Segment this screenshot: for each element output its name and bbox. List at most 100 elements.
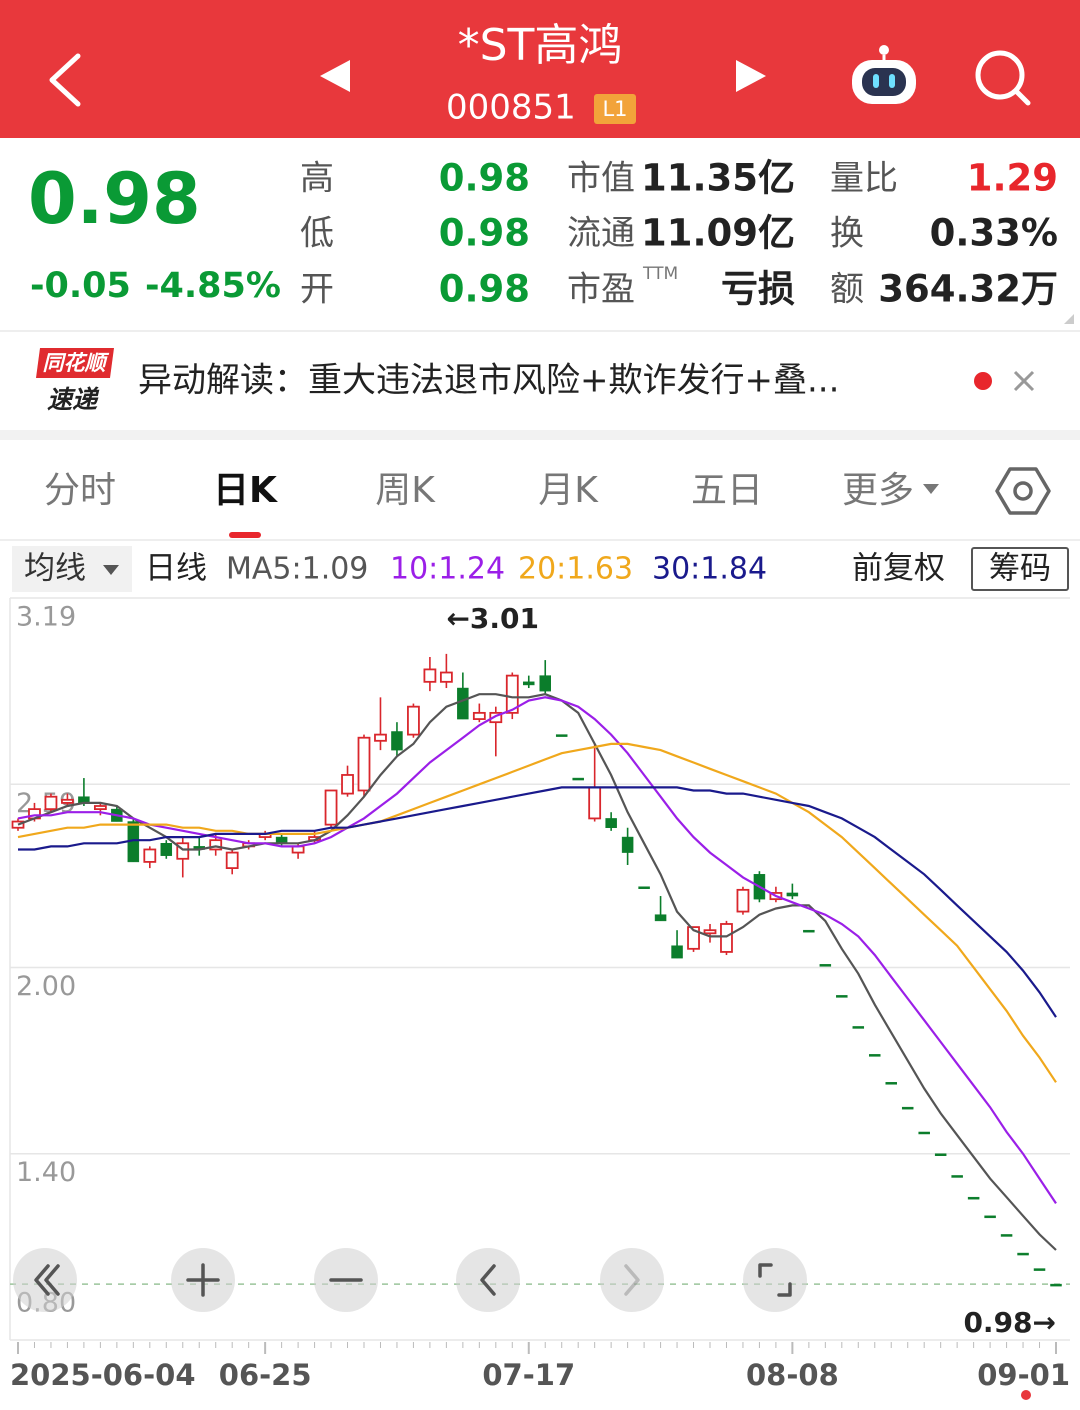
tab[interactable]: 周K <box>375 470 436 511</box>
candle-body <box>457 687 469 720</box>
candle-body <box>786 892 799 897</box>
adjust-mode[interactable]: 前复权 <box>852 551 945 587</box>
x-tick-label: 07-17 <box>482 1358 575 1392</box>
candle-body <box>407 705 420 736</box>
tab[interactable]: 五日 <box>691 470 763 511</box>
stat-value: 11.09亿 <box>641 212 795 255</box>
candle-body <box>885 1082 897 1085</box>
candle-body <box>1050 1283 1062 1287</box>
ma-legend-label: MA5:1.09 <box>226 552 368 587</box>
stat-label: 高 <box>300 159 334 199</box>
ma-menu[interactable]: 均线 <box>24 551 86 587</box>
candle-body <box>836 995 848 998</box>
step-left-button[interactable] <box>456 1248 520 1312</box>
stock-name: *ST高鸿 <box>458 20 623 71</box>
level-badge-bg <box>594 94 636 124</box>
scroll-left-icon <box>34 1264 60 1296</box>
ma-legend-label: 20:1.63 <box>518 552 633 587</box>
back-button[interactable] <box>49 53 81 107</box>
candle-body <box>374 733 387 742</box>
stat-value: 364.32万 <box>878 268 1058 311</box>
level-badge: L1 <box>602 97 627 121</box>
fullscreen-icon <box>758 1263 792 1297</box>
news-headline[interactable]: 异动解读：重大违法退市风险+欺诈发行+叠... <box>138 361 839 401</box>
last-price-label: 0.98→ <box>963 1306 1056 1339</box>
fullscreen-button[interactable] <box>743 1248 807 1312</box>
y-tick-label: 1.40 <box>16 1157 76 1188</box>
candle-body <box>934 1153 947 1156</box>
candle-body <box>391 731 403 751</box>
x-tick-label: 06-25 <box>219 1358 312 1392</box>
candle-body <box>951 1175 963 1178</box>
stat-label: 市值 <box>567 159 635 199</box>
assistant-icon[interactable] <box>852 45 916 104</box>
candle-body <box>11 820 25 829</box>
stat-label-sup: TTM <box>642 264 678 284</box>
candle-body <box>539 675 551 692</box>
tab[interactable]: 日K <box>213 470 278 511</box>
candle-body <box>225 851 239 870</box>
tab[interactable]: 更多 <box>842 470 914 511</box>
candle-body <box>341 774 354 795</box>
y-tick-label: 2.00 <box>16 971 76 1002</box>
max-price-label: ←3.01 <box>446 602 539 635</box>
candle-body <box>869 1054 881 1057</box>
candle-body <box>572 777 584 781</box>
candle-body <box>93 805 107 811</box>
close-news[interactable] <box>1013 370 1035 392</box>
prev-stock[interactable] <box>320 60 350 92</box>
candle-body <box>505 674 519 714</box>
stat-label: 额 <box>830 270 864 310</box>
ma-menu-arrow <box>103 565 119 575</box>
ma-line <box>17 742 1057 1083</box>
candle-body <box>423 668 437 683</box>
stat-label: 流通 <box>567 214 635 254</box>
stat-label: 换 <box>830 214 864 254</box>
candle-body <box>687 926 700 950</box>
tab[interactable]: 月K <box>538 470 599 511</box>
candle-body <box>967 1196 980 1200</box>
candle-body <box>819 964 832 967</box>
last-price: 0.98 <box>28 158 201 240</box>
more-arrow <box>923 484 939 494</box>
candle-body <box>918 1131 930 1135</box>
next-stock[interactable] <box>736 60 766 92</box>
stat-label: 低 <box>300 214 334 254</box>
candle-body <box>439 671 453 683</box>
ma-line <box>18 786 1057 1018</box>
chips-button-bg[interactable] <box>971 547 1069 591</box>
candle-body <box>1017 1252 1029 1256</box>
candle-body <box>605 818 617 828</box>
stat-value: 0.33% <box>930 212 1058 255</box>
candle-body <box>143 848 157 863</box>
candle-body <box>671 945 683 959</box>
chips-button[interactable]: 筹码 <box>989 551 1051 587</box>
stat-value: 1.29 <box>967 157 1058 200</box>
stat-label: 市盈 <box>567 270 635 310</box>
zoom-in-icon <box>186 1263 220 1297</box>
logo-text: 同花顺 <box>43 351 110 375</box>
step-right-button[interactable] <box>600 1248 664 1312</box>
candle-body <box>720 923 733 953</box>
tab[interactable]: 分时 <box>44 470 116 511</box>
search-icon[interactable] <box>975 50 1031 106</box>
section-gap <box>0 430 1080 440</box>
expand-corner[interactable] <box>1064 314 1074 324</box>
candle-body <box>736 888 750 913</box>
candle-body <box>1000 1234 1013 1237</box>
settings-icon[interactable] <box>995 467 1051 515</box>
price-change: -0.05 <box>30 266 131 306</box>
candle-body <box>176 842 190 860</box>
chart-controls <box>13 1248 807 1312</box>
candle-body <box>489 711 503 724</box>
candle-body <box>324 789 338 826</box>
x-tick-label: 08-08 <box>746 1358 839 1392</box>
y-tick-label: 3.19 <box>16 602 76 633</box>
candle-body <box>621 836 634 853</box>
candle-body <box>472 711 486 720</box>
candle-body <box>588 786 602 820</box>
candle-body <box>1033 1268 1046 1271</box>
page-indicator <box>1021 1390 1031 1400</box>
candle-body <box>638 886 650 889</box>
